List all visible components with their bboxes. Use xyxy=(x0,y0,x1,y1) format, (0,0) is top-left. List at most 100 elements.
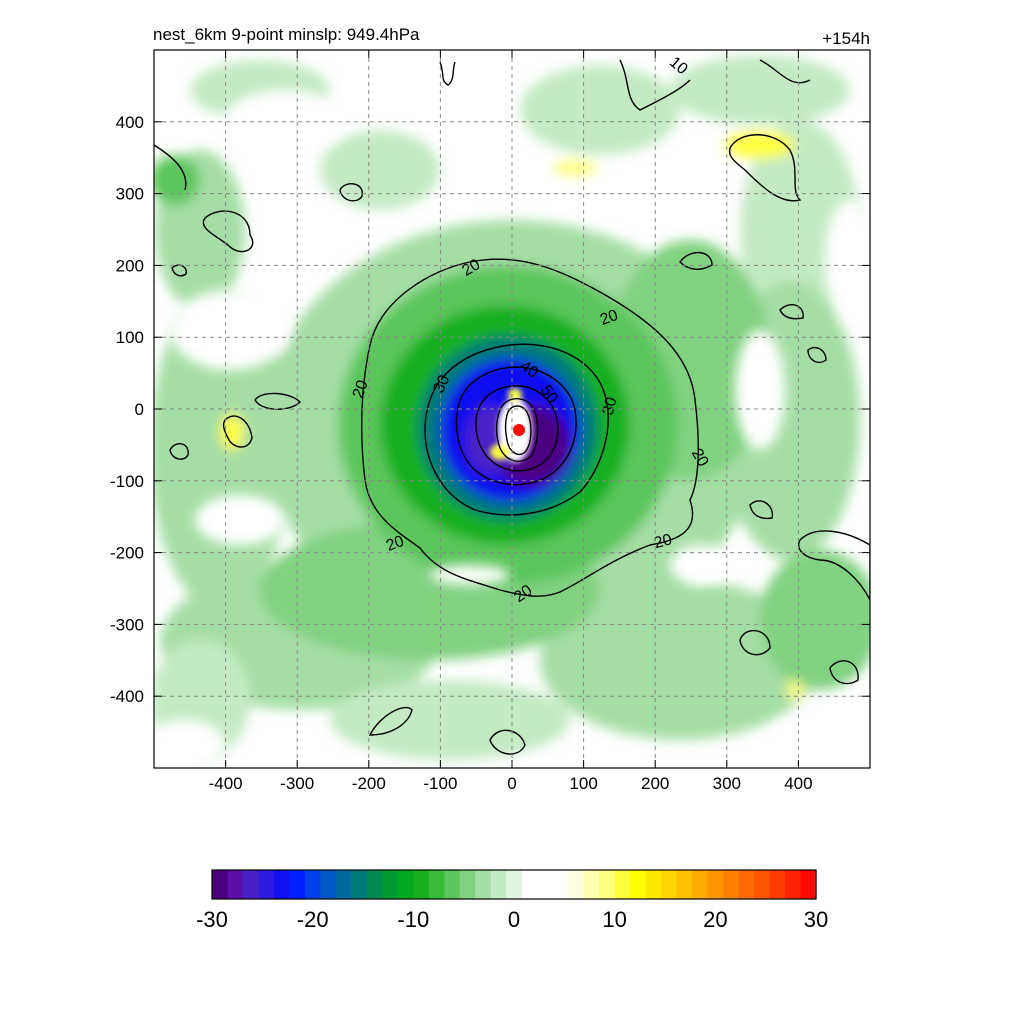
colorbar-tick-label: 0 xyxy=(508,907,520,932)
x-tick-label: -100 xyxy=(423,774,457,793)
colorbar-swatch xyxy=(568,870,585,899)
contour-outer-line xyxy=(368,707,413,736)
colorbar-tick-label: 10 xyxy=(602,907,626,932)
contour-labels: 20 20 20 20 20 20 20 30 30 40 50 10 xyxy=(350,54,712,606)
colorbar-swatch xyxy=(490,870,507,899)
contour-50-line xyxy=(475,385,559,472)
contour-40-line xyxy=(455,366,577,486)
colorbar-swatch xyxy=(258,870,275,899)
contour-outer-line xyxy=(739,629,771,656)
field-gap xyxy=(154,720,225,768)
contour-outer-line xyxy=(222,415,253,448)
chart-title: nest_6km 9-point minslp: 949.4hPa xyxy=(153,25,420,44)
colorbar-swatch xyxy=(397,870,414,899)
colorbar-swatch xyxy=(661,870,678,899)
field-gap xyxy=(195,495,285,545)
colorbar-swatch xyxy=(382,870,399,899)
colorbar-swatch xyxy=(351,870,368,899)
colorbar-tick-label: 20 xyxy=(703,907,727,932)
colorbar-swatch xyxy=(645,870,662,899)
contour-outer-line xyxy=(807,346,827,364)
x-tick-label: -400 xyxy=(209,774,243,793)
contour-outer-line xyxy=(439,61,456,86)
contour-inner-line xyxy=(495,398,539,463)
field-patch xyxy=(670,55,850,125)
colorbar-swatch xyxy=(506,870,523,899)
colorbar-axis: -30 -20 -10 0 10 20 30 xyxy=(196,907,828,932)
colorbar-swatch xyxy=(335,870,352,899)
storm-center-marker xyxy=(513,424,525,436)
y-tick-label: 100 xyxy=(116,328,144,347)
colorbar-swatch xyxy=(800,870,817,899)
colorbar-swatch xyxy=(444,870,461,899)
contour-label-30-w: 30 xyxy=(431,372,454,395)
contour-outer-line xyxy=(798,530,870,601)
contour-label-20-ne: 20 xyxy=(598,307,621,329)
field-gap xyxy=(770,715,870,765)
field-patch xyxy=(320,130,440,210)
contour-outer-line xyxy=(254,392,301,410)
colorbar-swatch xyxy=(459,870,476,899)
contour-outer-line xyxy=(759,59,811,84)
colorbar-swatch xyxy=(630,870,647,899)
colorbar-swatch xyxy=(738,870,755,899)
colorbar-swatch xyxy=(785,870,802,899)
field-patch xyxy=(154,155,200,205)
colorbar-swatch xyxy=(212,870,229,899)
colorbar-swatch xyxy=(289,870,306,899)
contour-inner-line xyxy=(504,405,532,456)
y-tick-label: -300 xyxy=(110,615,144,634)
field-gap xyxy=(670,545,730,585)
field-gap xyxy=(825,200,870,320)
colorbar-frame xyxy=(211,869,817,900)
colorbar-swatch xyxy=(676,870,693,899)
contour-20-line xyxy=(361,258,699,597)
colorbar-swatch xyxy=(475,870,492,899)
contour-label-20-sw: 20 xyxy=(384,533,407,555)
colorbar-swatch xyxy=(273,870,291,899)
colorbar xyxy=(211,869,817,900)
colorbar-tick-label: 30 xyxy=(804,907,828,932)
y-tick-label: 200 xyxy=(116,256,144,275)
y-tick-label: 400 xyxy=(116,113,144,132)
field-gap xyxy=(170,290,290,370)
x-tick-label: -200 xyxy=(352,774,386,793)
plot-area: 20 20 20 20 20 20 20 30 30 40 50 10 xyxy=(154,50,870,768)
contour-outer-line xyxy=(171,264,187,277)
contour-outer-line xyxy=(619,59,691,111)
contour-outer-line xyxy=(679,251,713,270)
colorbar-swatch xyxy=(242,870,260,899)
field-positive-patch xyxy=(220,414,244,450)
colorbar-swatch xyxy=(754,870,771,899)
contour-outer-line xyxy=(749,500,774,520)
x-tick-label: 0 xyxy=(507,774,516,793)
contour-outer-line xyxy=(779,304,804,320)
y-tick-label: 300 xyxy=(116,185,144,204)
contour-outer-line xyxy=(728,134,802,202)
y-tick-label: -200 xyxy=(110,544,144,563)
field-patch xyxy=(520,65,680,155)
contour-30-line xyxy=(424,343,609,516)
colorbar-swatch xyxy=(599,870,616,899)
x-tick-label: 400 xyxy=(784,774,812,793)
field-patch xyxy=(330,680,570,760)
colorbar-tick-label: -30 xyxy=(196,907,228,932)
forecast-hour-label: +154h xyxy=(822,29,870,48)
contour-label-20-e: 20 xyxy=(688,446,712,470)
field-gap xyxy=(735,330,785,450)
colorbar-swatch xyxy=(428,870,445,899)
colorbar-swatch xyxy=(304,870,322,899)
x-tick-label: 300 xyxy=(713,774,741,793)
field-gap xyxy=(225,90,345,150)
y-axis: 400 300 200 100 0 -100 -200 -300 -400 xyxy=(110,113,870,706)
field-gap xyxy=(430,565,510,585)
colorbar-swatch xyxy=(723,870,740,899)
colorbar-swatch xyxy=(320,870,337,899)
contour-lines xyxy=(154,59,870,755)
colorbar-swatch xyxy=(366,870,383,899)
colorbar-swatch xyxy=(552,870,569,899)
contour-outer-line xyxy=(489,729,526,755)
colorbar-swatch xyxy=(614,870,631,899)
field-gaps xyxy=(154,90,870,768)
